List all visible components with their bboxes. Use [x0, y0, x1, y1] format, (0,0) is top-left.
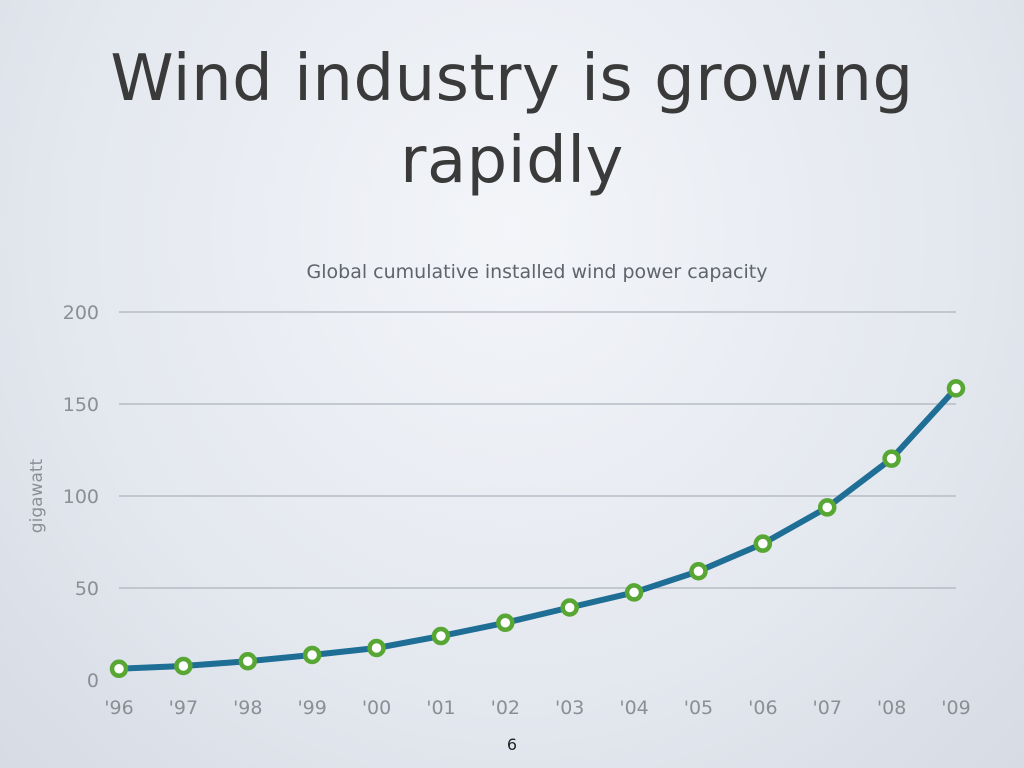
data-point	[174, 656, 193, 676]
data-point	[882, 449, 901, 468]
series-group	[109, 379, 966, 679]
data-point	[560, 598, 579, 617]
x-tick-label: '00	[362, 697, 391, 719]
data-point	[302, 645, 322, 665]
x-tick-label: '96	[104, 697, 133, 719]
y-tick-label: 0	[87, 670, 99, 692]
x-tick-label: '97	[169, 697, 198, 719]
x-tick-label: '01	[426, 697, 455, 719]
slide-title: Wind industry is growing rapidly	[0, 38, 1024, 202]
x-tick-label: '04	[619, 697, 648, 719]
data-point	[109, 659, 129, 679]
x-tick-label: '09	[941, 697, 970, 719]
data-point	[367, 638, 386, 658]
page-number: 6	[506, 735, 518, 754]
x-tick-labels: '96 '97 '98 '99 '00 '01 '02 '03 '04 '05 '06 '07 '08 '…	[104, 697, 970, 719]
slide-title-line-2: rapidly	[400, 124, 624, 198]
y-tick-label: 50	[75, 578, 99, 600]
chart-title: Global cumulative installed wind power c…	[307, 261, 768, 283]
data-point	[431, 626, 451, 646]
x-tick-label: '08	[877, 697, 906, 719]
x-tick-label: '03	[555, 697, 584, 719]
x-tick-label: '05	[684, 697, 713, 719]
y-axis-label: gigawatt	[27, 458, 47, 533]
data-point	[753, 534, 773, 553]
x-tick-label: '99	[297, 697, 326, 719]
slide-title-line-1: Wind industry is growing	[110, 42, 914, 116]
data-point	[624, 583, 644, 602]
data-point	[689, 562, 708, 581]
series-line	[116, 385, 959, 672]
y-tick-label: 200	[63, 302, 99, 324]
x-tick-label: '06	[748, 697, 777, 719]
data-point	[817, 498, 837, 517]
y-tick-label: 150	[63, 394, 99, 416]
y-tick-labels: 0 50 100 150 200	[63, 302, 99, 692]
data-point	[496, 613, 515, 633]
x-tick-label: '02	[491, 697, 520, 719]
grid-lines	[119, 311, 956, 589]
data-point	[238, 651, 258, 671]
x-tick-label: '98	[233, 697, 262, 719]
x-tick-label: '07	[813, 697, 842, 719]
data-point	[946, 379, 966, 398]
y-tick-label: 100	[63, 486, 99, 508]
